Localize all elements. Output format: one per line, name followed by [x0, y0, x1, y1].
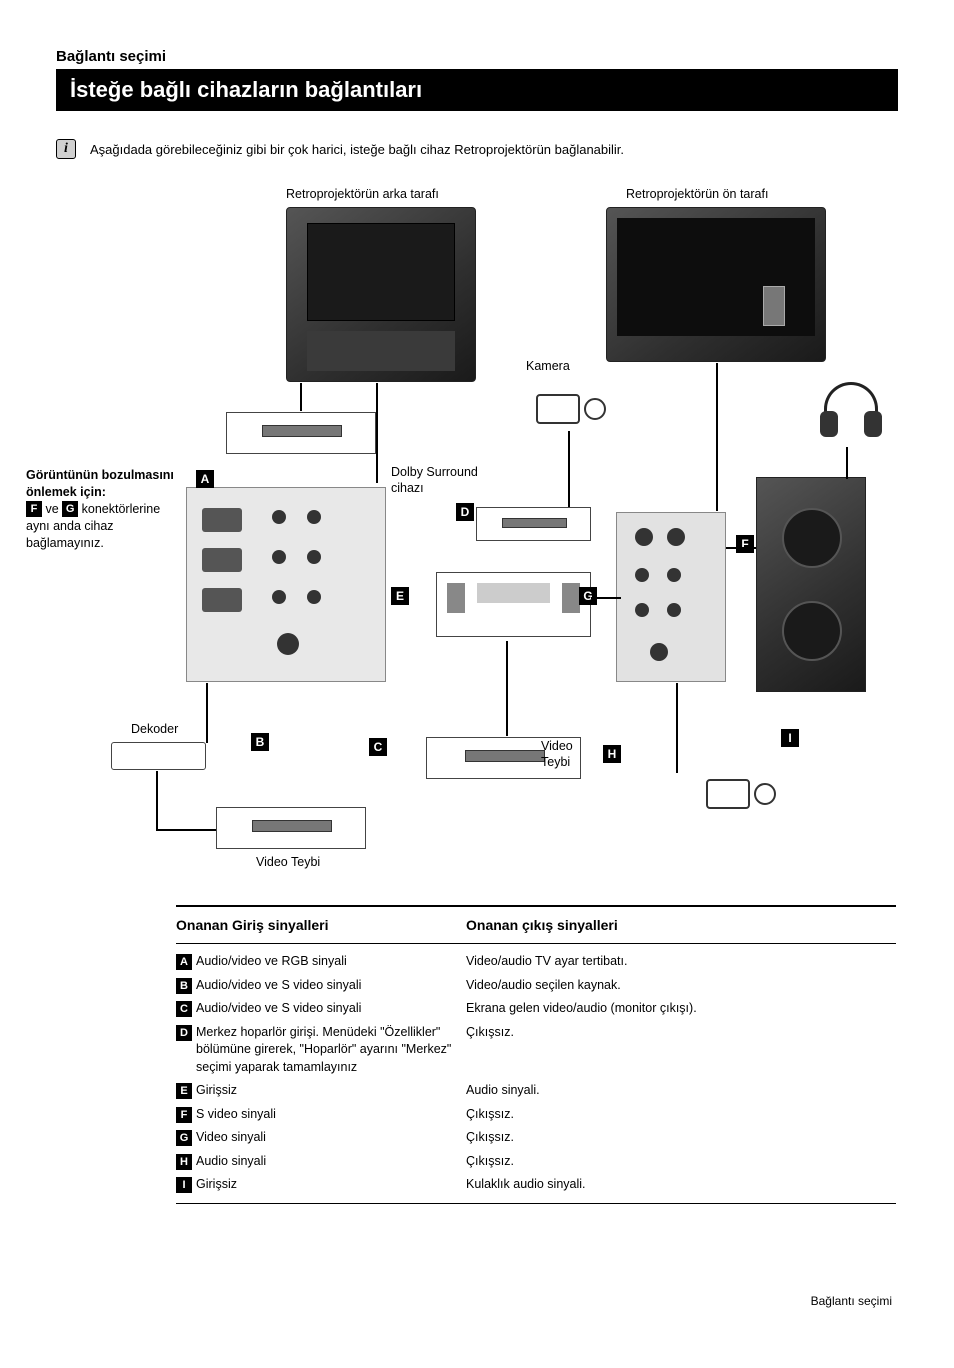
signal-row: AAudio/video ve RGB sinyaliVideo/audio T…: [176, 950, 896, 974]
page-title: İsteğe bağlı cihazların bağlantıları: [56, 69, 898, 111]
caption-camera: Kamera: [526, 359, 570, 373]
letter-f: F: [736, 535, 754, 553]
row-out: Kulaklık audio sinyali.: [466, 1176, 896, 1194]
row-out: Çıkışsız.: [466, 1024, 896, 1042]
row-in: Audio/video ve S video sinyali: [196, 977, 466, 995]
signal-row: GVideo sinyaliÇıkışsız.: [176, 1126, 896, 1150]
letter-g: G: [579, 587, 597, 605]
signal-row: DMerkez hoparlör girişi. Menüdeki "Özell…: [176, 1021, 896, 1080]
letter-h: H: [603, 745, 621, 763]
letter-e: E: [391, 587, 409, 605]
headphones-icon: [816, 377, 886, 447]
caption-decoder: Dekoder: [131, 722, 178, 736]
caption-front: Retroprojektörün ön tarafı: [626, 187, 768, 201]
wire: [591, 597, 621, 599]
row-letter: G: [176, 1130, 192, 1146]
hifi-device: [436, 572, 591, 637]
wire: [376, 383, 378, 483]
row-letter: A: [176, 954, 192, 970]
letter-d: D: [456, 503, 474, 521]
row-out: Ekrana gelen video/audio (monitor çıkışı…: [466, 1000, 896, 1018]
signal-row: HAudio sinyaliÇıkışsız.: [176, 1150, 896, 1174]
camcorder-top: [536, 382, 606, 430]
signal-row: FS video sinyaliÇıkışsız.: [176, 1103, 896, 1127]
caption-dolby1: Dolby Surround: [391, 465, 478, 479]
row-letter: C: [176, 1001, 192, 1017]
wire: [846, 447, 848, 479]
row-in: Merkez hoparlör girişi. Menüdeki "Özelli…: [196, 1024, 466, 1077]
row-out: Video/audio seçilen kaynak.: [466, 977, 896, 995]
row-letter: B: [176, 978, 192, 994]
row-out: Çıkışsız.: [466, 1153, 896, 1171]
row-in: Girişsiz: [196, 1176, 466, 1194]
wire: [726, 547, 756, 549]
wire: [156, 829, 216, 831]
warning-between: ve: [42, 502, 62, 516]
row-letter: H: [176, 1154, 192, 1170]
caption-vcr-r2: Teybi: [541, 755, 570, 769]
projector-rear-photo: [286, 207, 476, 382]
signal-row: BAudio/video ve S video sinyaliVideo/aud…: [176, 974, 896, 998]
signal-head-in: Onanan Giriş sinyalleri: [176, 907, 466, 943]
projector-front-photo: [606, 207, 826, 362]
connection-diagram: Retroprojektörün arka tarafı Retroprojek…: [56, 187, 896, 887]
signal-head-out: Onanan çıkış sinyalleri: [466, 907, 896, 943]
caption-back: Retroprojektörün arka tarafı: [286, 187, 439, 201]
row-in: Girişsiz: [196, 1082, 466, 1100]
signal-row: IGirişsizKulaklık audio sinyali.: [176, 1173, 896, 1197]
signal-table: Onanan Giriş sinyalleri Onanan çıkış sin…: [176, 905, 896, 1204]
caption-dolby2: cihazı: [391, 481, 424, 495]
row-out: Çıkışsız.: [466, 1129, 896, 1147]
row-letter: E: [176, 1083, 192, 1099]
row-in: Audio/video ve S video sinyali: [196, 1000, 466, 1018]
wire: [676, 683, 678, 773]
warning-letter-g: G: [62, 501, 78, 517]
rear-connector-panel: [186, 487, 386, 682]
info-row: i Aşağıdada görebileceğiniz gibi bir çok…: [56, 139, 898, 159]
vcr-left-device: [216, 807, 366, 849]
footer-label: Bağlantı seçimi: [56, 1294, 898, 1308]
letter-a: A: [196, 470, 214, 488]
wire: [156, 771, 158, 831]
front-connector-panel: [616, 512, 726, 682]
letter-i: I: [781, 729, 799, 747]
wire: [300, 383, 302, 411]
info-text: Aşağıdada görebileceğiniz gibi bir çok h…: [90, 142, 624, 157]
info-icon: i: [56, 139, 76, 159]
signal-table-head: Onanan Giriş sinyalleri Onanan çıkış sin…: [176, 907, 896, 944]
letter-b: B: [251, 733, 269, 751]
row-out: Video/audio TV ayar tertibatı.: [466, 953, 896, 971]
row-in: Audio/video ve RGB sinyali: [196, 953, 466, 971]
row-out: Çıkışsız.: [466, 1106, 896, 1124]
warning-heading: Görüntünün bozulmasını önlemek için:: [26, 468, 174, 499]
letter-c: C: [369, 738, 387, 756]
wire: [506, 641, 508, 736]
decoder-device: [111, 742, 206, 770]
table-end-rule: [176, 1203, 896, 1204]
wire: [716, 363, 718, 511]
caption-vcr-r1: Video: [541, 739, 573, 753]
row-in: Audio sinyali: [196, 1153, 466, 1171]
row-out: Audio sinyali.: [466, 1082, 896, 1100]
row-in: Video sinyali: [196, 1129, 466, 1147]
row-letter: F: [176, 1107, 192, 1123]
speaker-device: [756, 477, 866, 692]
warning-note: Görüntünün bozulmasını önlemek için: F v…: [26, 467, 176, 551]
warning-letter-f: F: [26, 501, 42, 517]
row-letter: D: [176, 1025, 192, 1041]
signal-row: CAudio/video ve S video sinyaliEkrana ge…: [176, 997, 896, 1021]
camcorder-bottom: [706, 767, 776, 815]
signal-row: EGirişsizAudio sinyali.: [176, 1079, 896, 1103]
vcr-top-device: [226, 412, 376, 454]
wire: [206, 683, 208, 743]
signal-table-body: AAudio/video ve RGB sinyaliVideo/audio T…: [176, 944, 896, 1197]
dolby-deck-device: [476, 507, 591, 541]
row-letter: I: [176, 1177, 192, 1193]
wire: [568, 431, 570, 507]
caption-vcr-bottom: Video Teybi: [256, 855, 320, 869]
section-kicker: Bağlantı seçimi: [56, 48, 898, 65]
row-in: S video sinyali: [196, 1106, 466, 1124]
